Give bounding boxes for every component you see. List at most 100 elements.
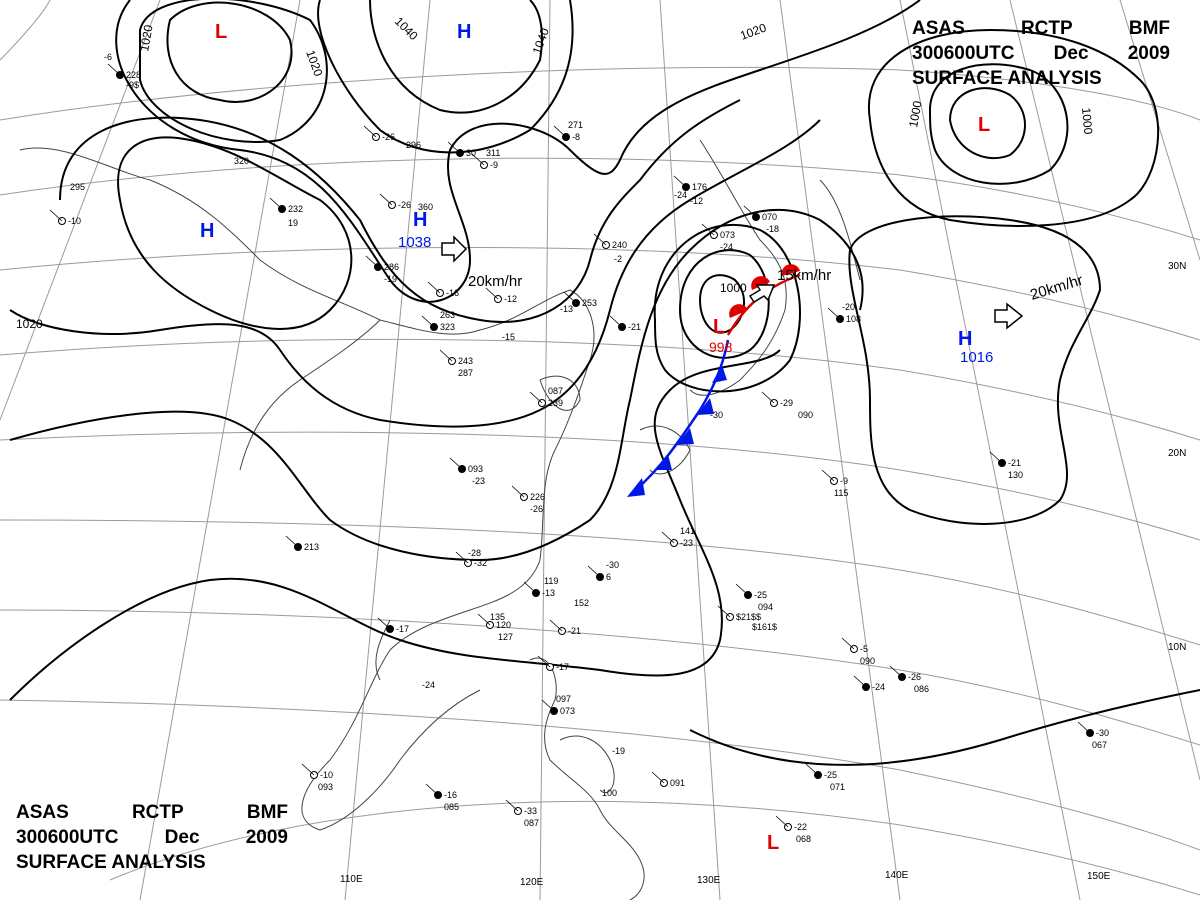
wind-barb xyxy=(889,665,903,678)
station-value: -25 xyxy=(824,770,837,780)
station-value: 090 xyxy=(860,656,875,666)
isobar-labels: 1020 1020 1040 1040 1020 1000 1000 1020 … xyxy=(16,14,1095,331)
station-value: 097 xyxy=(556,694,571,704)
station-value: -24 xyxy=(872,682,885,692)
station-value: -23 xyxy=(472,476,485,486)
header-station: RCTP xyxy=(131,802,184,823)
wind-barb xyxy=(285,535,299,548)
low-marker: L xyxy=(215,21,227,43)
pressure-value: 998 xyxy=(709,339,733,355)
station-value: -16 xyxy=(444,790,457,800)
pressure-value: 1016 xyxy=(960,349,993,366)
longitude-label: 140E xyxy=(885,870,909,881)
wind-barb xyxy=(853,675,867,688)
station-value: 176 xyxy=(692,182,707,192)
station-value: 152 xyxy=(574,598,589,608)
header-time: 300600UTC xyxy=(16,827,119,848)
station-value: 091 xyxy=(670,778,685,788)
station-value: 087 xyxy=(548,386,563,396)
station-value: -33 xyxy=(524,806,537,816)
header-title: SURFACE ANALYSIS xyxy=(16,852,206,873)
wind-barb xyxy=(379,193,393,206)
station-value: -30 xyxy=(710,410,723,420)
wind-barb xyxy=(701,223,715,236)
station-value: 30 xyxy=(466,148,476,158)
station-value: -22 xyxy=(794,822,807,832)
station-value: 108 xyxy=(846,314,861,324)
wind-barb xyxy=(609,315,623,328)
wind-barb xyxy=(471,153,485,166)
station-value: -19 xyxy=(612,746,625,756)
wind-barb xyxy=(269,197,283,210)
station-value: -29 xyxy=(780,398,793,408)
station-value: $161$ xyxy=(752,622,777,632)
header-month: Dec xyxy=(164,827,200,848)
station-value: 243 xyxy=(458,356,473,366)
station-value: -9$ xyxy=(126,80,139,90)
wind-barb xyxy=(761,391,775,404)
motion-speed: 15km/hr xyxy=(777,267,831,284)
station-value: 086 xyxy=(914,684,929,694)
header-year: 2009 xyxy=(245,827,288,848)
wind-barb xyxy=(511,485,525,498)
station-value: -6 xyxy=(104,52,112,62)
header-month: Dec xyxy=(1053,43,1089,64)
motion-arrow xyxy=(441,235,468,263)
motion-arrow xyxy=(994,302,1024,330)
station-value: -2 xyxy=(614,254,622,264)
station-value: 068 xyxy=(796,834,811,844)
station-value: -13 xyxy=(542,588,555,598)
isobar-label: 1000 xyxy=(1079,107,1095,135)
station-value: -26 xyxy=(908,672,921,682)
station-value: -21 xyxy=(1008,458,1021,468)
station-value: -18 xyxy=(766,224,779,234)
station-value: -30 xyxy=(1096,728,1109,738)
station-value: -26 xyxy=(398,200,411,210)
station-value: 239 xyxy=(548,398,563,408)
wind-barb xyxy=(541,699,555,712)
wind-barb xyxy=(363,125,377,138)
station-plots xyxy=(49,63,1094,831)
wind-barb xyxy=(447,141,461,154)
station-value: 073 xyxy=(560,706,575,716)
chart-header-bottom-left: ASAS RCTP BMF 300600UTC Dec 2009 SURFACE… xyxy=(16,800,288,875)
station-value: -16 xyxy=(446,288,459,298)
wind-barb xyxy=(49,209,63,222)
pressure-systems: L H H H 1038 L L 998 H 1016 L xyxy=(200,21,993,854)
isobar-label: 1000 xyxy=(720,281,747,295)
station-value: 135 xyxy=(490,612,505,622)
station-value: 213 xyxy=(304,542,319,552)
wind-barb xyxy=(529,391,543,404)
cold-front xyxy=(627,339,730,497)
low-marker: L xyxy=(713,316,725,338)
station-value: -8 xyxy=(572,132,580,142)
header-year: 2009 xyxy=(1127,43,1170,64)
header-code: BMF xyxy=(246,802,288,823)
longitude-label: 120E xyxy=(520,877,544,888)
header-time: 300600UTC xyxy=(912,43,1015,64)
station-value: 240 xyxy=(612,240,627,250)
station-value: 19 xyxy=(288,218,298,228)
station-value: -21 xyxy=(568,626,581,636)
station-value: 130 xyxy=(1008,470,1023,480)
chart-header-top-right: ASAS RCTP BMF 300600UTC Dec 2009 SURFACE… xyxy=(912,16,1170,91)
wind-barb xyxy=(827,307,841,320)
station-value: 323 xyxy=(440,322,455,332)
header-title: SURFACE ANALYSIS xyxy=(912,68,1102,89)
longitude-label: 110E xyxy=(340,874,363,885)
station-value: -24 xyxy=(720,242,733,252)
station-value: 071 xyxy=(830,782,845,792)
station-value: 093 xyxy=(468,464,483,474)
wind-barb xyxy=(743,205,757,218)
wind-barb xyxy=(805,763,819,776)
station-value: 127 xyxy=(498,632,513,642)
station-value: 226 xyxy=(530,492,545,502)
station-value: -23 xyxy=(680,538,693,548)
wind-barb xyxy=(439,349,453,362)
motion-arrows xyxy=(441,235,1024,330)
station-value: -5 xyxy=(860,644,868,654)
station-value: -15 xyxy=(502,332,515,342)
wind-barb xyxy=(523,581,537,594)
wind-barb xyxy=(537,655,551,668)
